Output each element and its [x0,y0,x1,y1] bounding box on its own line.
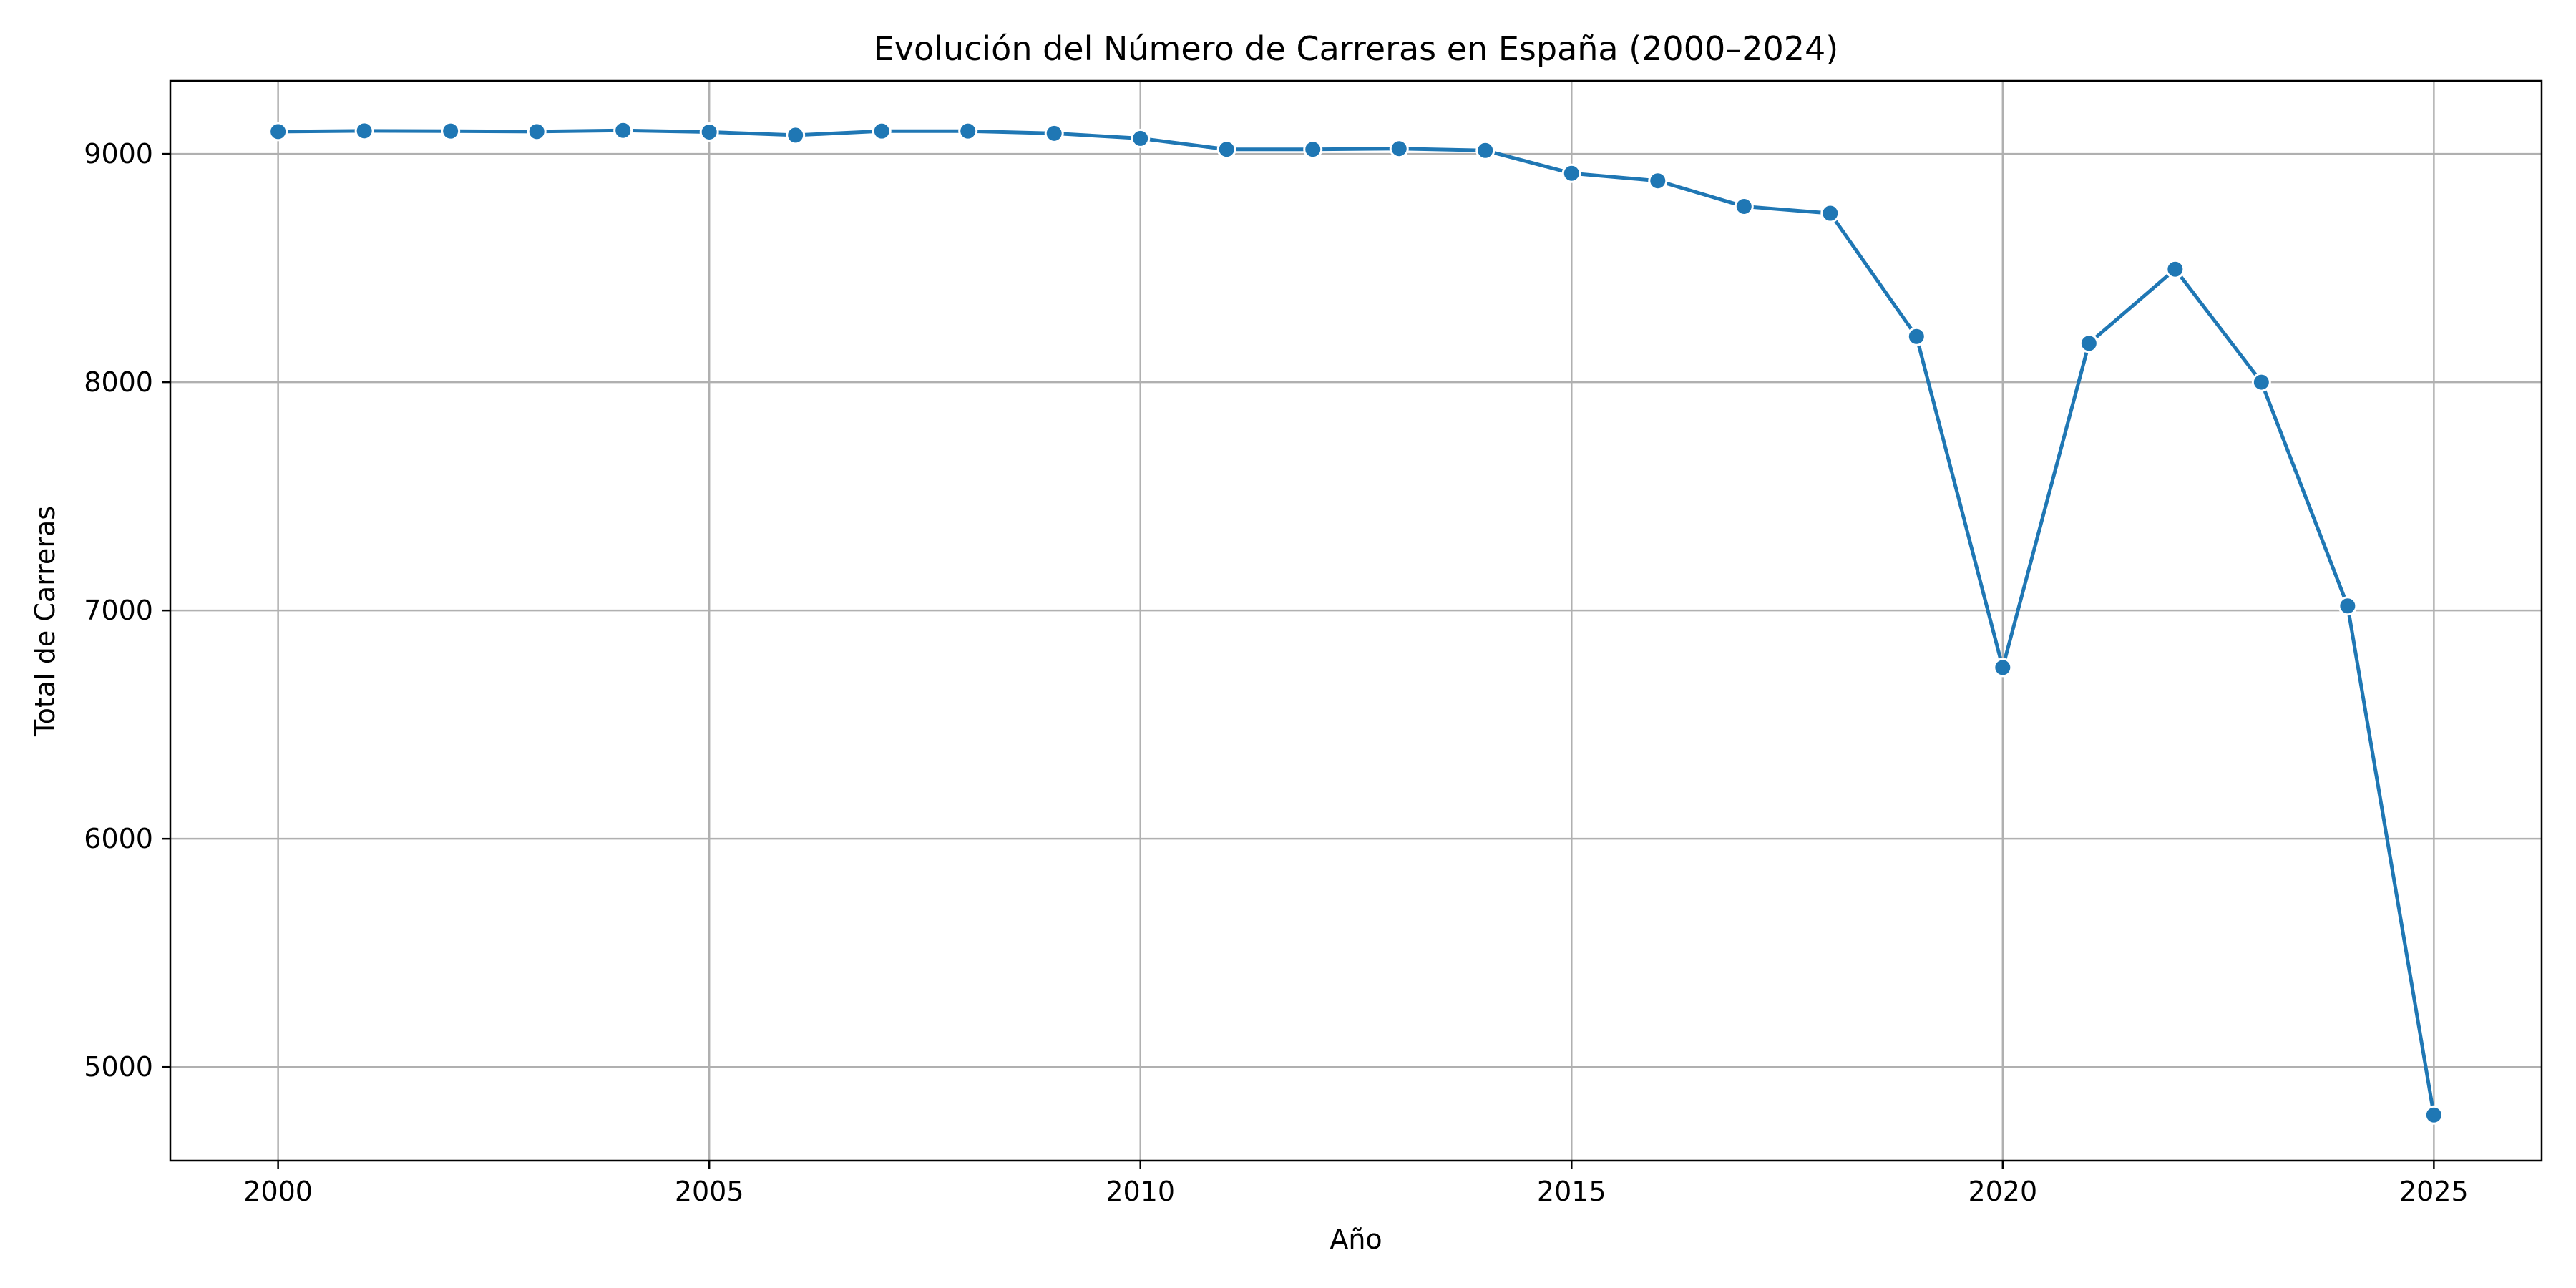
x-tick-label: 2005 [675,1176,744,1207]
chart-title: Evolución del Número de Carreras en Espa… [874,29,1839,68]
data-point [1044,123,1064,143]
x-tick-label: 2010 [1106,1176,1175,1207]
tick-layer: 2000 2005 2010 2015 2020 2025 5000 6000 7000 8000… [84,138,2468,1207]
x-axis-label: Año [1330,1224,1382,1255]
y-tick-label: 7000 [84,595,153,626]
data-point [1648,171,1668,191]
data-point [1993,658,2013,678]
data-point [2338,596,2358,616]
data-point [1561,163,1581,183]
data-point [1820,203,1840,223]
data-point [441,121,461,141]
grid-layer [170,81,2542,1161]
y-tick-label: 5000 [84,1051,153,1083]
x-tick-label: 2020 [1968,1176,2037,1207]
data-point [2165,259,2185,279]
data-point [786,125,806,145]
data-point [613,120,633,140]
data-point [1389,139,1409,159]
data-point [1216,140,1236,160]
plot-frame [169,79,2543,1162]
data-point [872,121,892,141]
data-point [1131,128,1151,148]
data-point [958,121,978,141]
data-point [2251,372,2271,392]
data-point [527,122,547,142]
data-point [2079,333,2099,353]
y-tick-label: 6000 [84,823,153,854]
y-tick-label: 9000 [84,138,153,170]
data-point [1475,140,1496,160]
data-point [699,122,719,142]
x-tick-label: 2025 [2399,1176,2469,1207]
data-point [354,121,374,141]
x-tick-label: 2015 [1537,1176,1606,1207]
data-point [2424,1105,2444,1125]
y-tick-label: 8000 [84,366,153,398]
data-point [1734,196,1754,216]
series-line [276,128,2436,1117]
data-point [1303,140,1323,160]
x-tick-label: 2000 [243,1176,313,1207]
series-layer [268,120,2444,1125]
data-point [1906,326,1926,346]
y-axis-label: Total de Carreras [29,506,61,737]
data-point [268,122,288,142]
